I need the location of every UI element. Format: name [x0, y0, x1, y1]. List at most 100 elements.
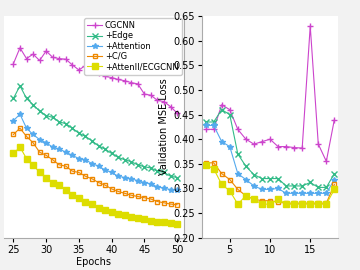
+C/G — [129, 194, 134, 197]
+C/G — [116, 190, 120, 193]
+Edge — [77, 131, 81, 135]
+Attention — [37, 138, 42, 141]
+C/G — [37, 151, 42, 154]
+Edge — [122, 158, 127, 161]
CGCNN — [175, 111, 179, 114]
+C/G — [122, 192, 127, 195]
CGCNN — [70, 63, 75, 66]
+Attention — [64, 151, 68, 154]
+Edge — [129, 160, 134, 163]
+Attention — [24, 127, 29, 130]
+Edge — [175, 176, 179, 179]
+Edge — [31, 103, 35, 106]
+AttenII/ECGCNN — [149, 219, 153, 222]
+C/G — [136, 195, 140, 198]
+Edge — [50, 116, 55, 119]
+C/G — [155, 200, 159, 203]
CGCNN — [136, 82, 140, 86]
CGCNN — [129, 81, 134, 84]
+AttenII/ECGCNN — [37, 171, 42, 174]
Y-axis label: Validation MSE Loss: Validation MSE Loss — [159, 79, 169, 175]
+Edge — [103, 147, 107, 151]
CGCNN — [44, 49, 48, 53]
+Edge — [149, 166, 153, 170]
+AttenII/ECGCNN — [64, 188, 68, 192]
+C/G — [57, 163, 62, 167]
+Attention — [175, 188, 179, 192]
+AttenII/ECGCNN — [136, 216, 140, 220]
+C/G — [31, 141, 35, 144]
+Edge — [162, 171, 166, 174]
+Edge — [155, 170, 159, 173]
+C/G — [44, 154, 48, 157]
CGCNN — [31, 53, 35, 56]
CGCNN — [149, 94, 153, 97]
CGCNN — [24, 57, 29, 60]
CGCNN — [77, 68, 81, 72]
+AttenII/ECGCNN — [96, 206, 101, 210]
CGCNN — [155, 99, 159, 102]
+AttenII/ECGCNN — [129, 215, 134, 218]
+Attention — [96, 164, 101, 168]
CGCNN — [18, 46, 22, 49]
CGCNN — [103, 75, 107, 78]
+Attention — [168, 188, 173, 191]
+C/G — [142, 196, 147, 199]
CGCNN — [37, 59, 42, 62]
CGCNN — [116, 78, 120, 81]
CGCNN — [96, 72, 101, 75]
+Attention — [142, 181, 147, 184]
+Attention — [70, 154, 75, 157]
+AttenII/ECGCNN — [168, 221, 173, 225]
CGCNN — [57, 57, 62, 60]
+AttenII/ECGCNN — [24, 157, 29, 160]
+AttenII/ECGCNN — [175, 222, 179, 225]
+Edge — [96, 144, 101, 147]
+Attention — [136, 179, 140, 182]
+AttenII/ECGCNN — [103, 209, 107, 212]
Line: CGCNN: CGCNN — [11, 45, 180, 116]
CGCNN — [90, 70, 94, 73]
Line: +Attention: +Attention — [11, 112, 180, 193]
+Attention — [31, 133, 35, 136]
+C/G — [162, 201, 166, 204]
+AttenII/ECGCNN — [57, 184, 62, 187]
+Edge — [11, 97, 15, 100]
+AttenII/ECGCNN — [50, 181, 55, 184]
CGCNN — [109, 76, 114, 79]
+C/G — [109, 187, 114, 191]
+AttenII/ECGCNN — [70, 194, 75, 197]
+C/G — [90, 177, 94, 180]
+Attention — [129, 177, 134, 180]
+AttenII/ECGCNN — [90, 202, 94, 206]
+AttenII/ECGCNN — [44, 176, 48, 179]
+C/G — [24, 135, 29, 138]
X-axis label: Epochs: Epochs — [76, 257, 111, 267]
+C/G — [77, 171, 81, 174]
+Edge — [44, 114, 48, 117]
+AttenII/ECGCNN — [109, 211, 114, 214]
+Edge — [37, 109, 42, 113]
CGCNN — [64, 58, 68, 61]
+Attention — [109, 171, 114, 174]
+AttenII/ECGCNN — [142, 218, 147, 221]
Line: +C/G: +C/G — [11, 126, 180, 207]
+C/G — [83, 175, 87, 178]
+C/G — [64, 164, 68, 168]
+AttenII/ECGCNN — [116, 212, 120, 216]
+Attention — [162, 187, 166, 190]
+Edge — [24, 97, 29, 100]
+C/G — [70, 170, 75, 173]
+AttenII/ECGCNN — [83, 200, 87, 203]
CGCNN — [50, 56, 55, 59]
+C/G — [149, 197, 153, 201]
+C/G — [175, 203, 179, 206]
+Attention — [11, 119, 15, 122]
+Edge — [168, 175, 173, 178]
+Attention — [77, 157, 81, 160]
+Edge — [83, 135, 87, 138]
+AttenII/ECGCNN — [31, 163, 35, 167]
+AttenII/ECGCNN — [122, 214, 127, 217]
+Attention — [18, 113, 22, 116]
Line: +AttenII/ECGCNN: +AttenII/ECGCNN — [11, 144, 180, 227]
